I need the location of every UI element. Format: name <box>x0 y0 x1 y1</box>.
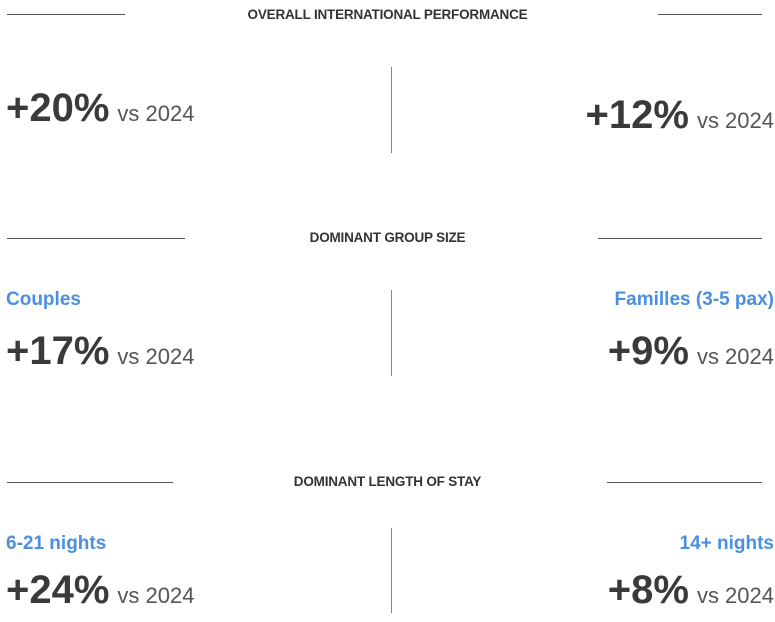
kpi: +17% vs 2024 <box>6 328 194 383</box>
section-title: OVERALL INTERNATIONAL PERFORMANCE <box>247 7 528 22</box>
kpi-comparison: vs 2024 <box>696 344 774 369</box>
kpi-label: Couples <box>6 289 81 310</box>
kpi-label: Familles (3-5 pax) <box>614 289 774 310</box>
kpi-comparison: vs 2024 <box>117 344 195 369</box>
header-rule <box>658 14 762 15</box>
kpi-value: +8% <box>607 568 689 612</box>
kpi: +12% vs 2024 <box>586 92 774 147</box>
kpi-comparison: vs 2024 <box>696 108 774 133</box>
divider <box>391 290 392 376</box>
header-rule <box>7 14 125 15</box>
header-rule <box>7 482 173 483</box>
kpi: +20% vs 2024 <box>6 85 194 140</box>
kpi: +24% vs 2024 <box>6 567 194 622</box>
kpi-comparison: vs 2024 <box>696 583 774 608</box>
kpi-label: 14+ nights <box>679 533 775 554</box>
header-rule <box>598 238 762 239</box>
divider <box>391 528 392 613</box>
kpi-comparison: vs 2024 <box>117 583 195 608</box>
kpi-comparison: vs 2024 <box>117 101 195 126</box>
kpi-value: +20% <box>6 86 110 130</box>
kpi-value: +17% <box>6 329 110 373</box>
kpi-value: +12% <box>585 93 689 137</box>
kpi: +8% vs 2024 <box>608 567 774 622</box>
header-rule <box>607 482 762 483</box>
kpi: +9% vs 2024 <box>608 328 774 383</box>
section-title: DOMINANT GROUP SIZE <box>309 230 466 245</box>
divider <box>391 67 392 153</box>
header-rule <box>7 238 185 239</box>
kpi-value: +24% <box>6 568 110 612</box>
kpi-value: +9% <box>607 329 689 373</box>
section-title: DOMINANT LENGTH OF STAY <box>293 474 482 489</box>
kpi-label: 6-21 nights <box>6 533 107 554</box>
